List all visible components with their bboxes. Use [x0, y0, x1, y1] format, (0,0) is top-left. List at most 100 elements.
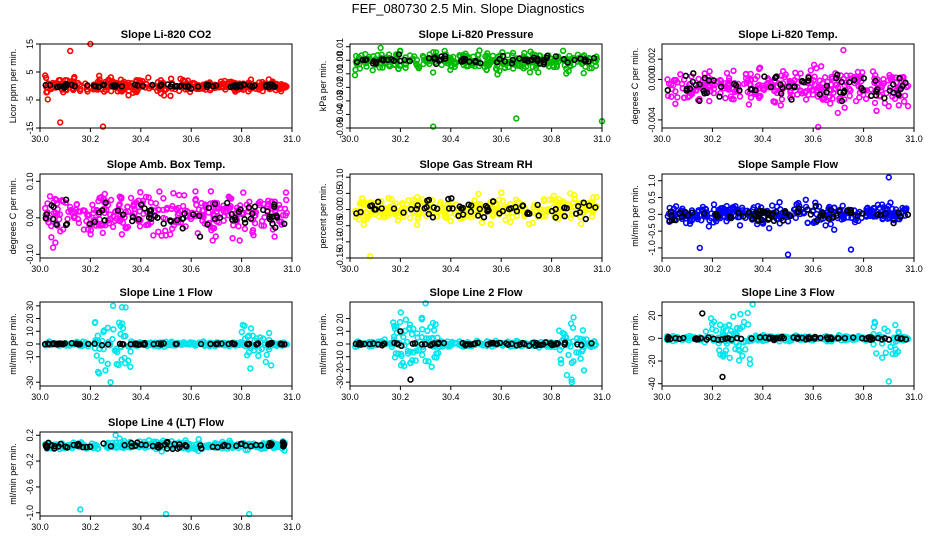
- data-point: [441, 52, 449, 60]
- x-axis: 30.0 30.2 30.4 30.6 30.8 31.0: [31, 258, 301, 274]
- data-point: [154, 214, 161, 221]
- x-tick-label: 30.0: [31, 392, 49, 402]
- data-point: [588, 64, 595, 72]
- data-point: [516, 55, 523, 62]
- x-axis: 30.0 30.2 30.4 30.6 30.8 31.0: [653, 258, 923, 274]
- data-point: [195, 206, 203, 213]
- data-point: [247, 325, 255, 332]
- data-point: [390, 319, 397, 326]
- data-point: [716, 93, 723, 100]
- data-point: [205, 204, 213, 212]
- y-axis: -1.0-0.5 0.0 0.5 1.0: [647, 174, 662, 256]
- data-point: [710, 89, 717, 97]
- data-point: [456, 52, 463, 59]
- x-tick-label: 30.6: [804, 264, 822, 274]
- data-point: [167, 231, 174, 238]
- x-tick-label: 30.4: [442, 264, 460, 274]
- x-tick-label: 30.8: [543, 134, 561, 144]
- data-point: [135, 216, 142, 223]
- data-point: [870, 341, 877, 348]
- data-point: [593, 193, 600, 201]
- data-point: [271, 233, 278, 240]
- data-point: [442, 213, 449, 221]
- data-point: [158, 448, 165, 455]
- data-point: [666, 217, 673, 224]
- data-point: [476, 205, 483, 213]
- data-point: [502, 216, 509, 224]
- y-tick-label: 0.00: [25, 209, 35, 227]
- data-point: [77, 85, 84, 93]
- data-point: [110, 326, 117, 333]
- data-point: [403, 338, 411, 346]
- y-tick-label: -15: [25, 121, 35, 134]
- data-point: [561, 341, 568, 348]
- data-point: [240, 81, 247, 88]
- data-point: [768, 211, 776, 219]
- data-point: [858, 335, 866, 342]
- data-point: [225, 340, 232, 348]
- data-point: [745, 101, 753, 108]
- data-point: [871, 71, 879, 79]
- data-point: [836, 207, 843, 214]
- data-point: [138, 441, 145, 448]
- data-point: [41, 72, 49, 79]
- data-point: [192, 188, 199, 195]
- x-tick-label: 30.0: [653, 392, 671, 402]
- data-point: [100, 328, 107, 336]
- data-point: [475, 212, 482, 219]
- data-point: [271, 201, 278, 208]
- data-point: [813, 64, 820, 72]
- data-point: [390, 333, 398, 340]
- x-tick-label: 30.4: [754, 392, 772, 402]
- data-point: [177, 82, 185, 89]
- data-point: [413, 347, 420, 355]
- data-point: [182, 442, 189, 449]
- data-points: [352, 300, 599, 386]
- data-point: [683, 85, 690, 93]
- data-point: [736, 347, 744, 355]
- data-point: [390, 205, 398, 212]
- data-point: [169, 341, 177, 348]
- data-point: [892, 321, 899, 329]
- data-point: [871, 318, 878, 326]
- data-point: [462, 342, 469, 349]
- data-point: [545, 63, 553, 70]
- data-point: [258, 345, 265, 353]
- y-tick-label: 0.2: [25, 429, 35, 442]
- data-point: [160, 195, 167, 202]
- data-point: [717, 83, 725, 91]
- data-point: [130, 203, 137, 210]
- data-point: [716, 321, 724, 328]
- x-tick-label: 30.2: [82, 134, 100, 144]
- data-point: [434, 340, 442, 347]
- panel-title: Slope Line 4 (LT) Flow: [108, 417, 224, 429]
- y-tick-label: -0.2: [25, 453, 35, 469]
- y-tick-label: -0.004: [647, 107, 657, 133]
- data-point: [536, 60, 544, 67]
- x-tick-label: 30.0: [341, 392, 359, 402]
- data-point: [515, 199, 523, 206]
- data-point: [821, 74, 829, 81]
- panel-title: Slope Amb. Box Temp.: [107, 159, 226, 171]
- data-point: [834, 109, 841, 117]
- panel-4: Slope Amb. Box Temp. 30.0 30.2 30.4 30.6 30.8…: [8, 159, 301, 274]
- data-point: [185, 82, 192, 90]
- data-point: [240, 189, 247, 196]
- data-point: [104, 360, 111, 367]
- x-tick-label: 30.6: [182, 134, 200, 144]
- x-tick-label: 31.0: [283, 264, 301, 274]
- data-point: [271, 203, 278, 211]
- y-tick-label: 0.00: [335, 201, 345, 219]
- data-point: [881, 325, 888, 332]
- data-point: [729, 206, 737, 213]
- data-point: [804, 219, 811, 227]
- data-point: [265, 329, 273, 337]
- y-axis-title: kPa per min.: [318, 61, 328, 112]
- data-point: [142, 193, 150, 201]
- data-point: [566, 190, 574, 197]
- data-point: [535, 69, 542, 76]
- data-point: [255, 352, 262, 359]
- y-tick-label: 0.002: [647, 48, 657, 71]
- data-point: [391, 322, 398, 330]
- data-point: [194, 83, 202, 90]
